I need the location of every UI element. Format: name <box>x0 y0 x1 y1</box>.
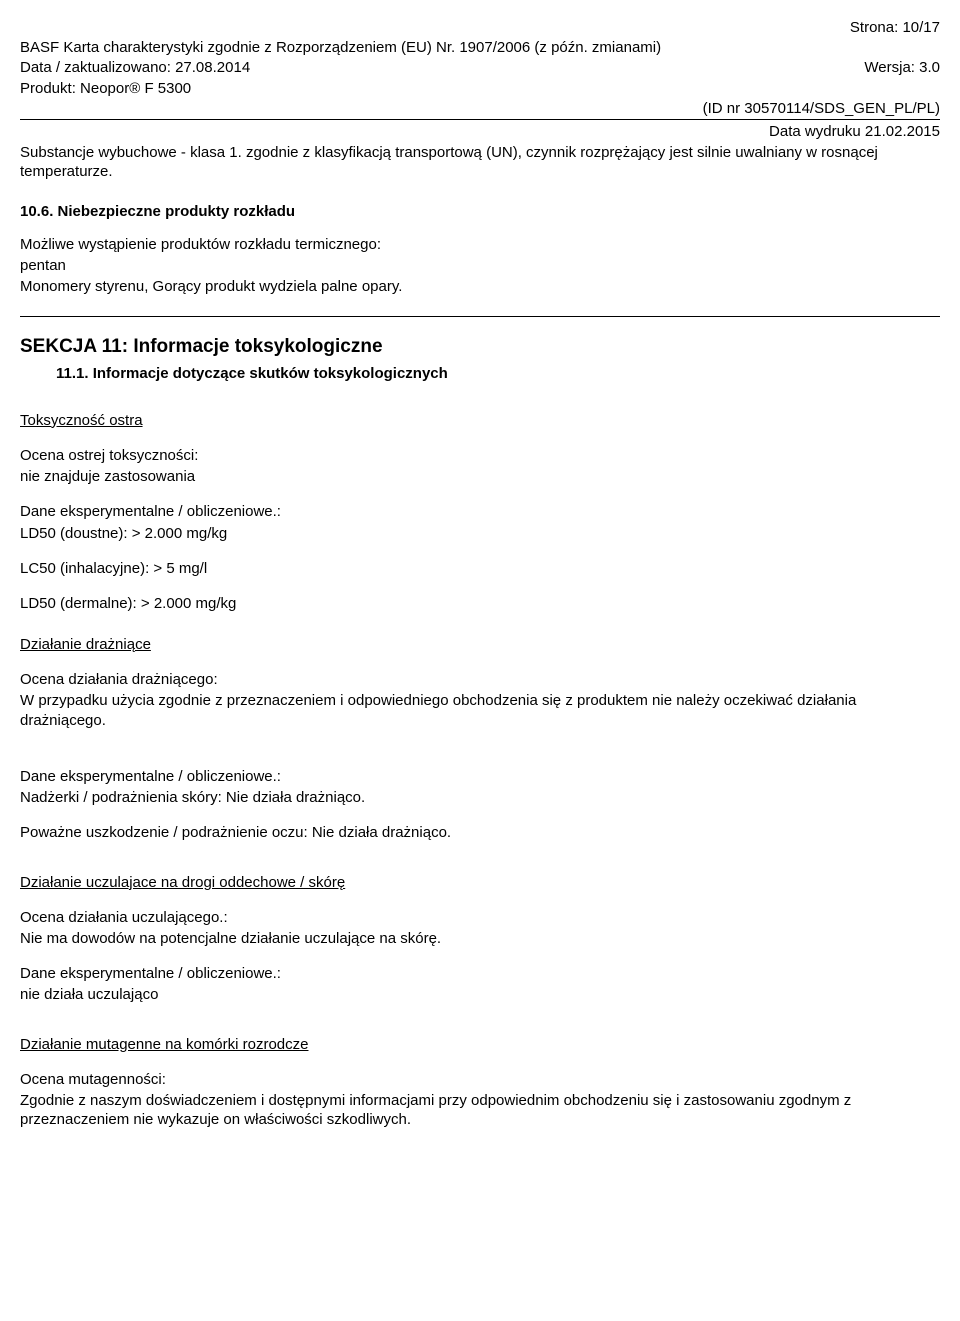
exp-data-label-3: Dane eksperymentalne / obliczeniowe.: <box>20 964 940 983</box>
print-date: Data wydruku 21.02.2015 <box>20 122 940 141</box>
version: Wersja: 3.0 <box>864 58 940 77</box>
decomp-styrene: Monomery styrenu, Gorący produkt wydziel… <box>20 277 940 296</box>
skin-irritation: Nadżerki / podrażnienia skóry: Nie dział… <box>20 788 940 807</box>
doc-id: (ID nr 30570114/SDS_GEN_PL/PL) <box>20 99 940 118</box>
heading-11-1: 11.1. Informacje dotyczące skutków toksy… <box>56 364 940 383</box>
explosive-substances-text: Substancje wybuchowe - klasa 1. zgodnie … <box>20 143 940 181</box>
irritation-assess-label: Ocena działania drażniącego: <box>20 670 940 689</box>
exp-data-label-2: Dane eksperymentalne / obliczeniowe.: <box>20 767 940 786</box>
irritation-heading: Działanie drażniące <box>20 635 151 654</box>
irritation-assess-text: W przypadku użycia zgodnie z przeznaczen… <box>20 691 940 729</box>
ld50-oral: LD50 (doustne): > 2.000 mg/kg <box>20 524 940 543</box>
sens-assess-label: Ocena działania uczulającego.: <box>20 908 940 927</box>
eye-irritation: Poważne uszkodzenie / podrażnienie oczu:… <box>20 823 940 842</box>
doc-title: BASF Karta charakterystyki zgodnie z Roz… <box>20 38 940 57</box>
acute-assess-value: nie znajduje zastosowania <box>20 467 940 486</box>
heading-10-6: 10.6. Niebezpieczne produkty rozkładu <box>20 202 940 221</box>
mut-assess-text: Zgodnie z naszym doświadczeniem i dostęp… <box>20 1091 940 1129</box>
date-updated: Data / zaktualizowano: 27.08.2014 <box>20 58 250 77</box>
decomp-intro: Możliwe wystąpienie produktów rozkładu t… <box>20 235 940 254</box>
product-name: Produkt: Neopor® F 5300 <box>20 79 940 98</box>
exp-data-label-1: Dane eksperymentalne / obliczeniowe.: <box>20 502 940 521</box>
section-11-title: SEKCJA 11: Informacje toksykologiczne <box>20 335 940 359</box>
page-number: Strona: 10/17 <box>20 18 940 37</box>
mut-assess-label: Ocena mutagenności: <box>20 1070 940 1089</box>
mutagenicity-heading: Działanie mutagenne na komórki rozrodcze <box>20 1035 308 1054</box>
ld50-dermal: LD50 (dermalne): > 2.000 mg/kg <box>20 594 940 613</box>
lc50-inhalation: LC50 (inhalacyjne): > 5 mg/l <box>20 559 940 578</box>
decomp-pentan: pentan <box>20 256 940 275</box>
acute-toxicity-heading: Toksyczność ostra <box>20 411 143 430</box>
sens-assess-text: Nie ma dowodów na potencjalne działanie … <box>20 929 940 948</box>
sens-value: nie działa uczulająco <box>20 985 940 1004</box>
acute-assess-label: Ocena ostrej toksyczności: <box>20 446 940 465</box>
sensitization-heading: Działanie uczulajace na drogi oddechowe … <box>20 873 345 892</box>
